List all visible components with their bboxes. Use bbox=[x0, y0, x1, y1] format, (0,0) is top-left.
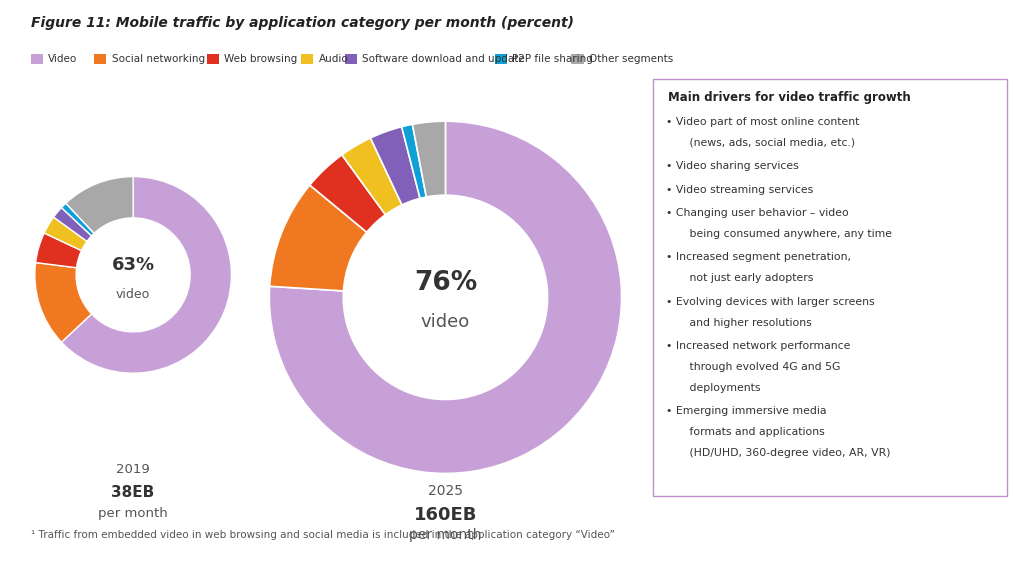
Text: Web browsing: Web browsing bbox=[224, 54, 298, 64]
Wedge shape bbox=[342, 138, 402, 215]
Text: • Emerging immersive media: • Emerging immersive media bbox=[666, 406, 826, 416]
Wedge shape bbox=[269, 121, 622, 473]
Text: Main drivers for video traffic growth: Main drivers for video traffic growth bbox=[668, 91, 910, 104]
Text: 2025: 2025 bbox=[428, 484, 463, 498]
Text: through evolved 4G and 5G: through evolved 4G and 5G bbox=[679, 362, 841, 372]
Text: 63%: 63% bbox=[112, 256, 155, 274]
Text: 2019: 2019 bbox=[117, 463, 150, 476]
Text: Figure 11: Mobile traffic by application category per month (percent): Figure 11: Mobile traffic by application… bbox=[31, 16, 573, 30]
Wedge shape bbox=[36, 233, 82, 268]
Text: 38EB: 38EB bbox=[112, 485, 155, 500]
Text: (news, ads, social media, etc.): (news, ads, social media, etc.) bbox=[679, 137, 855, 148]
Text: • Video streaming services: • Video streaming services bbox=[666, 185, 813, 195]
Text: • Evolving devices with larger screens: • Evolving devices with larger screens bbox=[666, 297, 874, 307]
Text: • Increased segment penetration,: • Increased segment penetration, bbox=[666, 252, 851, 263]
Wedge shape bbox=[35, 263, 91, 342]
Text: (HD/UHD, 360-degree video, AR, VR): (HD/UHD, 360-degree video, AR, VR) bbox=[679, 448, 891, 458]
Text: Social networking: Social networking bbox=[112, 54, 205, 64]
Wedge shape bbox=[61, 177, 231, 373]
Text: Other segments: Other segments bbox=[589, 54, 673, 64]
Text: deployments: deployments bbox=[679, 383, 761, 393]
Text: Software download and update: Software download and update bbox=[362, 54, 525, 64]
Wedge shape bbox=[44, 217, 87, 251]
Text: Video: Video bbox=[48, 54, 78, 64]
Text: being consumed anywhere, any time: being consumed anywhere, any time bbox=[679, 229, 892, 239]
Wedge shape bbox=[53, 208, 91, 241]
Text: video: video bbox=[116, 288, 151, 301]
Text: 160EB: 160EB bbox=[414, 506, 477, 524]
Text: not just early adopters: not just early adopters bbox=[679, 273, 813, 283]
Wedge shape bbox=[269, 185, 367, 291]
Wedge shape bbox=[61, 203, 94, 236]
Text: formats and applications: formats and applications bbox=[679, 427, 824, 437]
Text: • Increased network performance: • Increased network performance bbox=[666, 341, 850, 351]
Wedge shape bbox=[309, 155, 385, 232]
Wedge shape bbox=[371, 127, 420, 205]
Text: • Video sharing services: • Video sharing services bbox=[666, 161, 799, 171]
Text: per month: per month bbox=[410, 528, 481, 542]
Text: • Changing user behavior – video: • Changing user behavior – video bbox=[666, 208, 848, 218]
Wedge shape bbox=[66, 177, 133, 233]
Text: Audio: Audio bbox=[318, 54, 348, 64]
Wedge shape bbox=[413, 121, 445, 197]
Text: and higher resolutions: and higher resolutions bbox=[679, 318, 812, 328]
Wedge shape bbox=[401, 125, 426, 199]
Text: P2P file sharing: P2P file sharing bbox=[512, 54, 593, 64]
Text: video: video bbox=[421, 313, 470, 331]
Text: • Video part of most online content: • Video part of most online content bbox=[666, 117, 859, 127]
Text: 76%: 76% bbox=[414, 270, 477, 296]
Text: ¹ Traffic from embedded video in web browsing and social media is included in th: ¹ Traffic from embedded video in web bro… bbox=[31, 530, 614, 540]
Text: per month: per month bbox=[98, 507, 168, 519]
